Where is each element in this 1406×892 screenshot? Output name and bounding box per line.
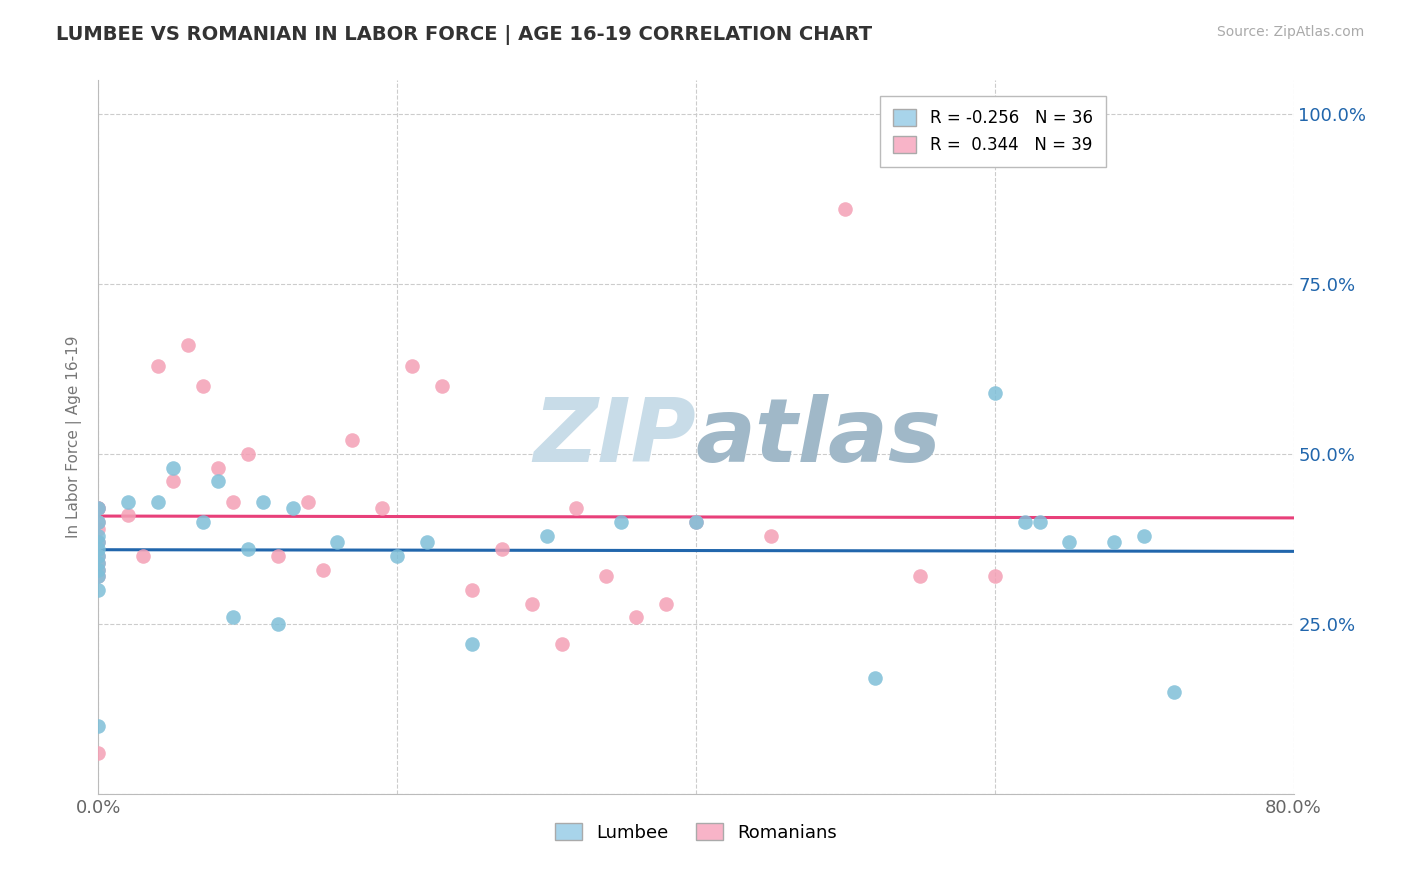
Point <box>267 617 290 632</box>
Point <box>252 494 274 508</box>
Point <box>908 569 931 583</box>
Point <box>565 501 588 516</box>
Y-axis label: In Labor Force | Age 16-19: In Labor Force | Age 16-19 <box>66 335 83 539</box>
Point <box>371 501 394 516</box>
Point <box>87 549 110 563</box>
Point <box>520 597 543 611</box>
Point <box>87 535 110 549</box>
Point <box>626 610 648 624</box>
Point <box>1163 685 1185 699</box>
Point <box>385 549 409 563</box>
Point <box>87 501 110 516</box>
Point <box>865 671 887 685</box>
Point <box>87 535 110 549</box>
Point <box>1028 515 1050 529</box>
Point <box>834 202 856 217</box>
Point <box>1059 535 1081 549</box>
Point <box>267 549 290 563</box>
Point <box>984 569 1007 583</box>
Point <box>1104 535 1126 549</box>
Legend: Lumbee, Romanians: Lumbee, Romanians <box>548 816 844 849</box>
Point <box>595 569 617 583</box>
Text: atlas: atlas <box>696 393 942 481</box>
Point <box>430 379 453 393</box>
Point <box>685 515 707 529</box>
Point <box>1014 515 1036 529</box>
Point <box>759 528 782 542</box>
Point <box>222 494 245 508</box>
Point <box>536 528 558 542</box>
Point <box>87 522 110 536</box>
Point <box>87 501 110 516</box>
Point <box>87 501 110 516</box>
Point <box>491 542 513 557</box>
Point <box>117 508 139 523</box>
Point <box>281 501 304 516</box>
Text: ZIP: ZIP <box>533 393 696 481</box>
Point <box>148 359 170 373</box>
Point <box>87 549 110 563</box>
Text: LUMBEE VS ROMANIAN IN LABOR FORCE | AGE 16-19 CORRELATION CHART: LUMBEE VS ROMANIAN IN LABOR FORCE | AGE … <box>56 25 872 45</box>
Point <box>87 515 110 529</box>
Point <box>87 528 110 542</box>
Point <box>222 610 245 624</box>
Point <box>236 447 259 461</box>
Point <box>87 569 110 583</box>
Point <box>984 385 1007 400</box>
Point <box>148 494 170 508</box>
Point <box>87 563 110 577</box>
Point <box>87 556 110 570</box>
Point <box>191 515 214 529</box>
Point <box>655 597 678 611</box>
Point <box>87 719 110 733</box>
Text: Source: ZipAtlas.com: Source: ZipAtlas.com <box>1216 25 1364 39</box>
Point <box>162 475 184 489</box>
Point <box>162 460 184 475</box>
Point <box>87 563 110 577</box>
Point <box>1133 528 1156 542</box>
Point <box>610 515 633 529</box>
Point <box>207 475 229 489</box>
Point <box>401 359 423 373</box>
Point <box>87 746 110 760</box>
Point <box>342 434 364 448</box>
Point <box>87 582 110 597</box>
Point <box>416 535 439 549</box>
Point <box>550 637 572 651</box>
Point <box>177 338 200 352</box>
Point <box>297 494 319 508</box>
Point <box>326 535 349 549</box>
Point <box>87 556 110 570</box>
Point <box>87 515 110 529</box>
Point <box>87 569 110 583</box>
Point <box>87 542 110 557</box>
Point <box>191 379 214 393</box>
Point <box>461 582 484 597</box>
Point <box>132 549 155 563</box>
Point <box>117 494 139 508</box>
Point <box>207 460 229 475</box>
Point <box>311 563 333 577</box>
Point <box>236 542 259 557</box>
Point <box>685 515 707 529</box>
Point <box>461 637 484 651</box>
